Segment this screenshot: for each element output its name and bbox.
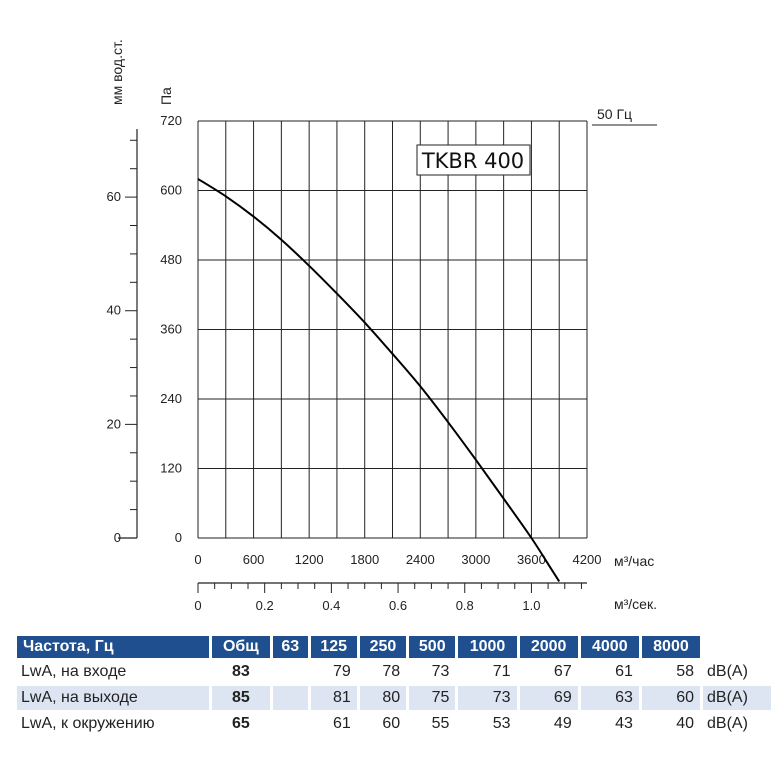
header-total: Общ (211, 636, 271, 658)
row-value: 61 (333, 715, 351, 732)
x-tick-label: 3600 (517, 552, 546, 567)
row-unit: dB(A) (703, 686, 771, 710)
fan-performance-chart: 0 600 1200 1800 2400 3000 3600 4200012024036048… (107, 39, 657, 613)
row-value: 43 (615, 715, 633, 732)
x-tick-label: 2400 (406, 552, 435, 567)
x-secondary-tick-label: 0.2 (256, 598, 274, 613)
row-value: 78 (382, 663, 401, 680)
table-row: LwA, к окружению 65 61 60 55 53 49 43 40… (17, 712, 771, 736)
y-secondary-tick-label: 20 (107, 416, 121, 431)
y-primary-unit: Па (158, 87, 174, 105)
row-value: 80 (359, 686, 407, 710)
header-band: 125 (310, 636, 357, 658)
x-secondary-tick-label: 0.6 (389, 598, 407, 613)
row-value: 60 (382, 715, 401, 732)
chart-axes (118, 129, 587, 593)
row-value: 49 (553, 715, 572, 732)
y-tick-label: 0 (175, 530, 182, 545)
x-secondary-tick-label: 1.0 (522, 598, 540, 613)
row-label: LwA, к окружению (21, 715, 155, 732)
header-unit-spacer (703, 636, 771, 658)
row-label: LwA, на выходе (17, 686, 209, 710)
table-row: LwA, на входе 83 79 78 73 71 67 61 58 dB… (17, 660, 771, 684)
header-band: 250 (359, 636, 407, 658)
y-tick-label: 720 (160, 113, 182, 128)
row-value: 60 (641, 686, 701, 710)
y-secondary-unit: мм вод.ст. (109, 39, 125, 105)
row-value (273, 712, 307, 736)
row-value: 67 (553, 663, 572, 680)
performance-curve (197, 178, 561, 582)
row-unit: dB(A) (707, 715, 748, 732)
model-label: TKBR 400 (421, 149, 524, 173)
y-secondary-tick-label: 0 (114, 530, 121, 545)
chart-curve (197, 178, 561, 582)
header-band: 63 (273, 636, 308, 658)
x-secondary-unit: м³/сек. (614, 596, 657, 612)
row-value: 58 (676, 663, 695, 680)
x-secondary-tick-label: 0 (194, 598, 201, 613)
header-band: 1000 (458, 636, 517, 658)
x-tick-label: 1800 (350, 552, 379, 567)
row-label: LwA, на входе (21, 663, 127, 680)
y-secondary-tick-label: 60 (107, 189, 121, 204)
row-unit: dB(A) (707, 663, 748, 680)
row-value: 40 (676, 715, 695, 732)
row-value: 73 (431, 663, 450, 680)
row-value: 55 (431, 715, 450, 732)
y-tick-label: 240 (160, 391, 182, 406)
noise-table-header: Частота, Гц Общ 63 125 250 500 1000 2000… (17, 636, 771, 658)
y-tick-label: 120 (160, 461, 182, 476)
row-value: 79 (333, 663, 351, 680)
row-value: 75 (409, 686, 456, 710)
header-frequency: Частота, Гц (17, 636, 209, 658)
header-band: 2000 (519, 636, 578, 658)
x-tick-label: 4200 (573, 552, 602, 567)
chart-grid (197, 120, 588, 539)
header-band: 8000 (641, 636, 701, 658)
table-row: LwA, на выходе 85 81 80 75 73 69 63 60 d… (17, 686, 771, 710)
y-tick-label: 360 (160, 322, 182, 337)
row-total: 65 (231, 715, 250, 732)
row-value: 69 (519, 686, 578, 710)
y-tick-label: 480 (160, 252, 182, 267)
header-band: 4000 (580, 636, 639, 658)
x-tick-label: 1200 (295, 552, 324, 567)
x-tick-label: 0 (194, 552, 201, 567)
x-tick-label: 3000 (461, 552, 490, 567)
row-value: 63 (580, 686, 639, 710)
x-secondary-tick-label: 0.4 (322, 598, 340, 613)
header-band: 500 (409, 636, 456, 658)
row-value (273, 686, 308, 710)
row-total: 83 (231, 663, 250, 680)
y-tick-label: 600 (160, 183, 182, 198)
y-secondary-tick-label: 40 (107, 303, 121, 318)
row-value: 61 (615, 663, 633, 680)
noise-table: Частота, Гц Общ 63 125 250 500 1000 2000… (14, 634, 774, 738)
row-total: 85 (211, 686, 271, 710)
row-value: 53 (492, 715, 511, 732)
row-value: 73 (458, 686, 517, 710)
x-secondary-tick-label: 0.8 (456, 598, 474, 613)
row-value: 81 (310, 686, 357, 710)
x-primary-unit: м³/час (614, 553, 654, 569)
chart-tick-labels: 0 600 1200 1800 2400 3000 3600 4200012024036048… (107, 113, 602, 613)
frequency-label: 50 Гц (597, 106, 632, 122)
row-value (273, 660, 307, 684)
row-value: 71 (492, 663, 511, 680)
x-tick-label: 600 (243, 552, 265, 567)
model-label-box (416, 144, 531, 176)
